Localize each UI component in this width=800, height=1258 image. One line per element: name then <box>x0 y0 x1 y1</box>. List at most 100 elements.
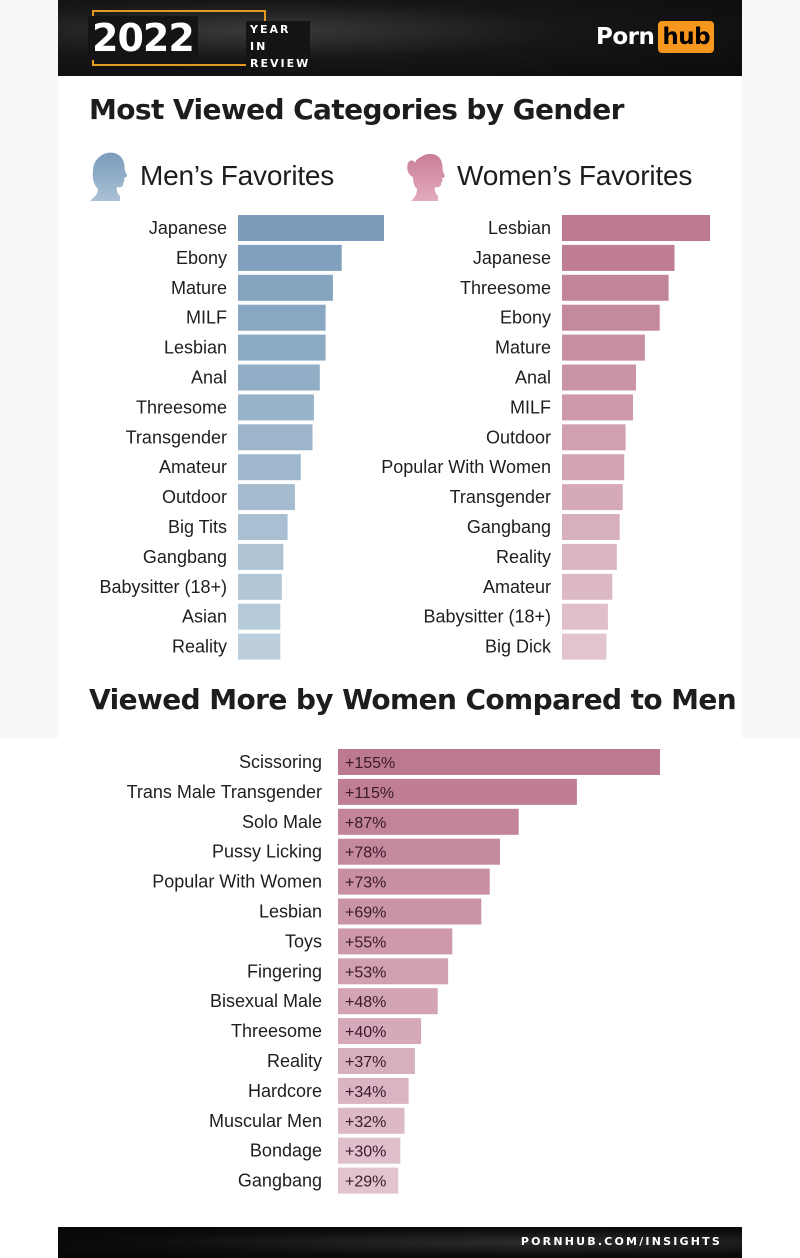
women-bar <box>562 543 617 570</box>
mens-favorites-heading: Men’s Favorites <box>88 150 334 202</box>
compare-bar <box>338 1077 409 1104</box>
women-category-label: Popular With Women <box>381 457 551 477</box>
compare-category-label: Scissoring <box>239 752 322 772</box>
women-bar <box>562 454 625 481</box>
compare-category-label: Gangbang <box>238 1171 322 1191</box>
women-category-label: Outdoor <box>486 427 551 447</box>
men-bar <box>238 215 384 241</box>
compare-value-label: +55% <box>345 934 386 951</box>
women-bar-chart: Lesbian Japanese Threesome Ebony Mature Anal M… <box>381 215 710 660</box>
footer-banner: PORNHUB.COM/INSIGHTS <box>58 1227 742 1258</box>
women-category-label: Anal <box>515 368 551 388</box>
page-margin-left <box>0 0 58 738</box>
compare-category-label: Hardcore <box>248 1081 322 1101</box>
women-bar <box>562 304 660 331</box>
women-bar <box>562 514 620 540</box>
year-label: 2022 <box>88 16 198 60</box>
compare-bar <box>338 838 500 865</box>
brand-logo: Porn hub <box>596 20 715 54</box>
compare-value-label: +29% <box>345 1174 386 1191</box>
women-bar <box>562 215 710 241</box>
mens-favorites-title: Men’s Favorites <box>140 160 335 191</box>
compare-value-label: +69% <box>345 905 386 922</box>
women-category-label: Transgender <box>450 487 551 507</box>
women-bar <box>562 603 608 630</box>
page-margin-right <box>742 0 800 738</box>
women-category-label: Threesome <box>460 278 551 298</box>
women-bar <box>562 573 613 600</box>
compare-category-label: Toys <box>285 931 322 951</box>
compare-value-label: +37% <box>345 1054 386 1071</box>
women-bar <box>562 274 669 301</box>
women-bar <box>562 334 645 361</box>
women-bar <box>562 364 636 391</box>
year-in-review-label: YEAR IN REVIEW <box>246 21 310 72</box>
compare-bar <box>338 1018 422 1045</box>
compare-value-label: +155% <box>345 755 395 772</box>
men-bar <box>238 603 281 630</box>
women-bar <box>562 244 675 271</box>
compare-bar <box>338 928 453 955</box>
compare-category-label: Popular With Women <box>152 872 322 892</box>
compare-bar <box>338 1048 415 1074</box>
compare-category-label: Trans Male Transgender <box>127 782 322 802</box>
women-bar <box>562 394 633 421</box>
male-head-silhouette-icon <box>90 152 128 201</box>
men-bar <box>238 484 295 511</box>
compare-bar <box>338 868 490 895</box>
compare-category-label: Fingering <box>247 961 322 981</box>
women-category-label: Ebony <box>500 308 551 328</box>
compare-category-label: Pussy Licking <box>212 842 322 862</box>
compare-bar <box>338 778 577 805</box>
men-bar <box>238 514 288 540</box>
footer-url: PORNHUB.COM/INSIGHTS <box>520 1235 722 1248</box>
men-category-label: Lesbian <box>164 338 227 358</box>
section-title-comparison: Viewed More by Women Compared to Men <box>89 683 737 716</box>
women-category-label: MILF <box>510 397 551 417</box>
compare-bar <box>338 958 449 985</box>
female-head-silhouette-icon <box>407 153 445 201</box>
compare-bar <box>338 988 438 1015</box>
men-bar <box>238 334 326 361</box>
men-bar <box>238 454 301 481</box>
compare-category-label: Lesbian <box>259 902 322 922</box>
men-category-label: Mature <box>171 278 227 298</box>
compare-value-label: +30% <box>345 1144 386 1161</box>
men-category-label: Transgender <box>126 427 227 447</box>
women-category-label: Gangbang <box>467 517 551 537</box>
men-category-label: MILF <box>186 308 227 328</box>
logo-text-right: hub <box>658 21 715 53</box>
men-bar <box>238 633 281 660</box>
women-bar <box>562 633 607 660</box>
men-bar <box>238 274 333 301</box>
compare-category-label: Reality <box>267 1051 322 1071</box>
men-bar <box>238 394 314 421</box>
men-bar <box>238 364 320 391</box>
men-bar <box>238 543 284 570</box>
compare-value-label: +48% <box>345 994 386 1011</box>
men-category-label: Asian <box>182 607 227 627</box>
header-banner: 2022 YEAR IN REVIEW Porn hub <box>58 0 742 76</box>
men-category-label: Outdoor <box>162 487 227 507</box>
women-category-label: Big Dick <box>485 637 552 657</box>
men-category-label: Gangbang <box>143 547 227 567</box>
logo-text-left: Porn <box>596 24 655 50</box>
compare-value-label: +34% <box>345 1084 386 1101</box>
men-category-label: Japanese <box>149 218 227 238</box>
compare-bar <box>338 898 482 925</box>
compare-bar <box>338 749 660 775</box>
womens-favorites-heading: Women’s Favorites <box>405 150 692 202</box>
compare-value-label: +78% <box>345 845 386 862</box>
compare-value-label: +40% <box>345 1024 386 1041</box>
women-category-label: Amateur <box>483 577 551 597</box>
men-bar <box>238 424 313 451</box>
men-bar <box>238 573 282 600</box>
compare-value-label: +115% <box>345 785 394 802</box>
men-category-label: Threesome <box>136 397 227 417</box>
compare-bar <box>338 1137 401 1164</box>
men-category-label: Anal <box>191 368 227 388</box>
men-category-label: Amateur <box>159 457 227 477</box>
women-category-label: Mature <box>495 338 551 358</box>
women-category-label: Reality <box>496 547 551 567</box>
